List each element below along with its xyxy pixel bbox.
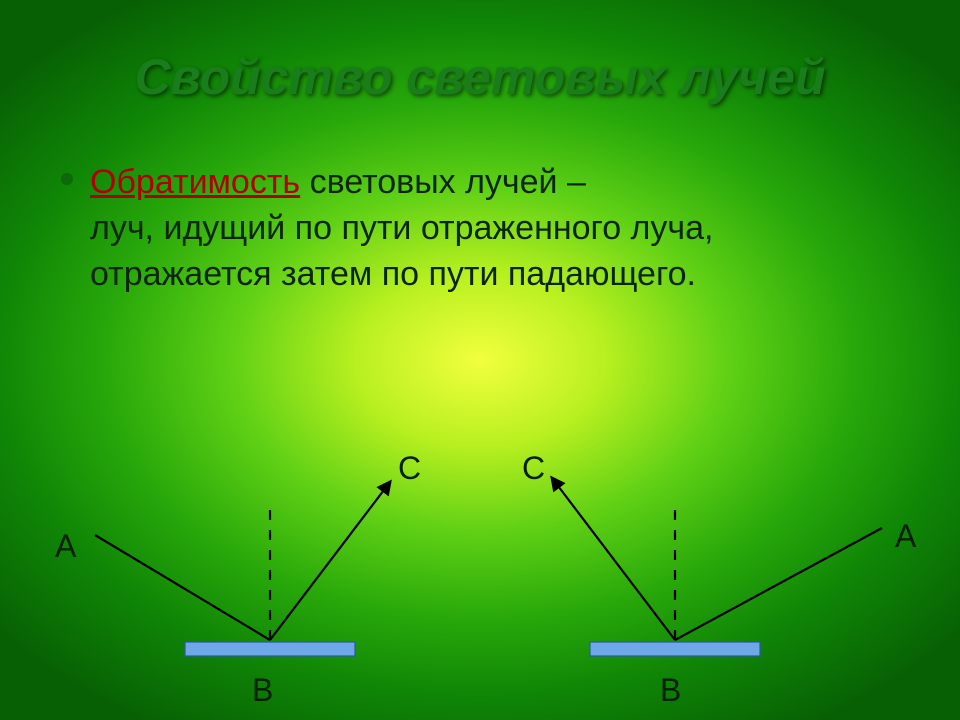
body-after-term: световых лучей –: [300, 163, 586, 201]
body-remainder: луч, идущий по пути отраженного луча, от…: [90, 209, 713, 293]
label-A-right: А: [895, 518, 916, 555]
label-C-right: С: [522, 450, 545, 487]
term-word: Обратимость: [90, 163, 300, 201]
bullet-icon: [62, 174, 72, 184]
ray-diagram-svg: [0, 420, 960, 700]
label-B-left: В: [252, 672, 273, 709]
label-A-left: А: [55, 528, 76, 565]
label-B-right: В: [660, 672, 681, 709]
slide-title: Свойство световых лучей: [0, 48, 960, 106]
diagram-area: А С В А С В: [0, 420, 960, 700]
slide: Свойство световых лучей Обратимость свет…: [0, 0, 960, 720]
label-C-left: С: [398, 450, 421, 487]
body-text: Обратимость световых лучей – луч, идущий…: [90, 160, 900, 298]
